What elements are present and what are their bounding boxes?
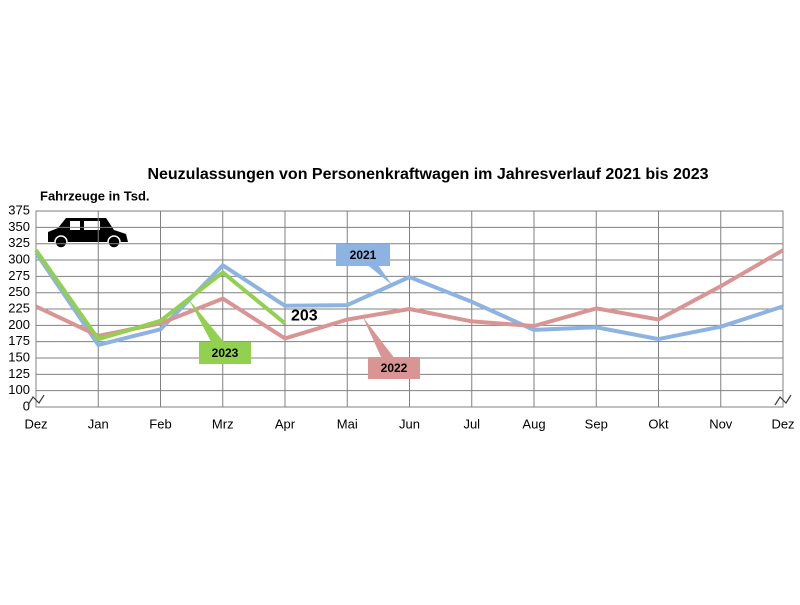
x-tick-label: Aug <box>522 416 545 431</box>
callout-pointer <box>362 316 402 368</box>
series-line <box>35 248 785 341</box>
legend-label: 2022 <box>381 361 408 375</box>
x-tick-label: Dez <box>24 416 47 431</box>
y-tick-label: 175 <box>8 333 30 348</box>
x-tick-label: Jun <box>399 416 420 431</box>
series-line <box>34 249 287 342</box>
y-tick-label: 100 <box>8 382 30 397</box>
y-tick-label: 200 <box>8 317 30 332</box>
x-tick-label: Jan <box>88 416 109 431</box>
x-tick-label: Sep <box>585 416 608 431</box>
x-tick-label: Apr <box>275 416 296 431</box>
y-tick-label: 350 <box>8 219 30 234</box>
x-tick-label: Nov <box>709 416 733 431</box>
y-axis-label: Fahrzeuge in Tsd. <box>40 188 150 203</box>
callout-box <box>199 342 251 364</box>
car-icon <box>48 218 128 249</box>
x-tick-label: Mrz <box>212 416 234 431</box>
data-label: 203 <box>291 308 318 325</box>
y-tick-label: 150 <box>8 349 30 364</box>
plot-frame <box>35 210 784 408</box>
y-tick-label: 325 <box>8 235 30 250</box>
y-tick-label: 300 <box>8 251 30 266</box>
x-tick-label: Dez <box>771 416 794 431</box>
y-tick-label: 375 <box>8 202 30 217</box>
y-tick-label: 0 <box>23 398 30 413</box>
callout-box <box>336 244 390 266</box>
axis-break <box>774 394 792 406</box>
x-tick-label: Feb <box>149 416 171 431</box>
callout-pointer <box>188 299 233 353</box>
y-tick-label: 225 <box>8 300 30 315</box>
y-tick-label: 275 <box>8 268 30 283</box>
callout-box <box>368 357 420 379</box>
x-tick-label: Jul <box>463 416 480 431</box>
legend-label: 2021 <box>350 248 377 262</box>
series-line <box>34 251 784 347</box>
y-tick-label: 250 <box>8 284 30 299</box>
legend-label: 2023 <box>212 346 239 360</box>
y-tick-label: 125 <box>8 366 30 381</box>
chart-title: Neuzulassungen von Personenkraftwagen im… <box>147 166 708 183</box>
x-tick-label: Okt <box>648 416 669 431</box>
axis-break <box>27 394 45 406</box>
x-tick-label: Mai <box>337 416 358 431</box>
